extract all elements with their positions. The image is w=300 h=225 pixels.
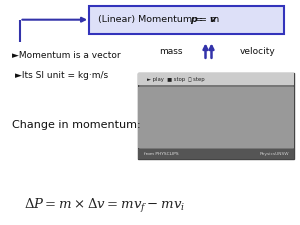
Text: from PHYSCLIPS: from PHYSCLIPS [144,152,178,156]
Text: ► play  ■ stop  ⏭ step: ► play ■ stop ⏭ step [147,76,205,82]
Text: $\Delta P = m \times \Delta v = mv_f - mv_i$: $\Delta P = m \times \Delta v = mv_f - m… [24,197,185,215]
Bar [138,73,294,85]
Bar [138,73,294,159]
Text: (Linear) Momentum =: (Linear) Momentum = [98,15,206,24]
Text: p: p [190,15,197,24]
Text: v: v [209,15,216,24]
Bar [138,149,294,159]
Text: = m: = m [196,15,219,24]
Text: mass: mass [160,47,183,56]
Text: ►Momentum is a vector: ►Momentum is a vector [12,51,121,60]
FancyBboxPatch shape [88,6,284,34]
Text: ►Its SI unit = kg·m/s: ►Its SI unit = kg·m/s [15,71,108,80]
Bar [138,87,294,148]
Text: PhysicsUNSW: PhysicsUNSW [260,152,290,156]
Text: velocity: velocity [240,47,276,56]
Text: Change in momentum:: Change in momentum: [12,120,141,130]
